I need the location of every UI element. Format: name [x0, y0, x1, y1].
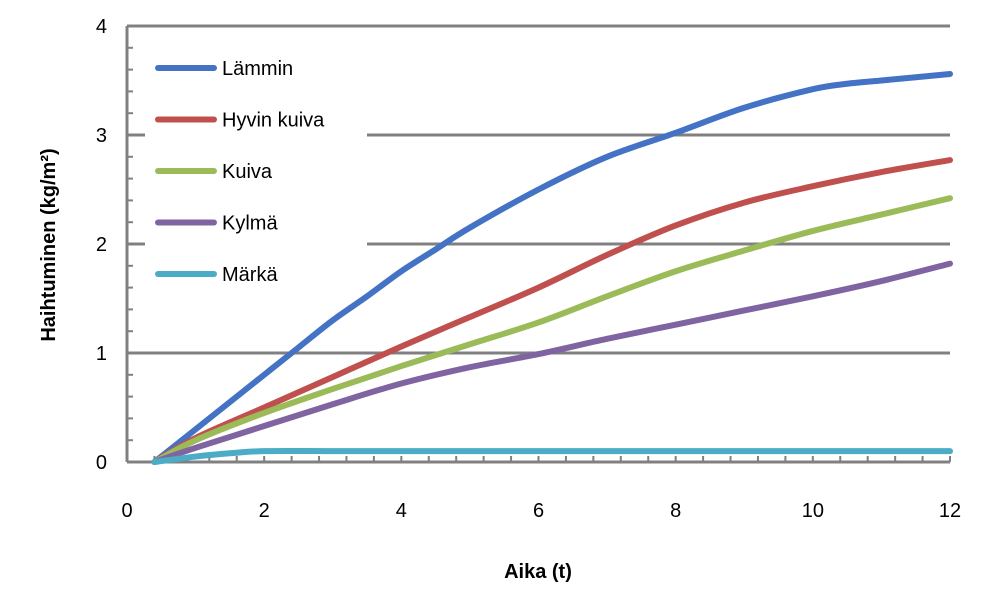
legend-label-4: Märkä	[222, 264, 278, 286]
series-line-0	[151, 70, 953, 465]
x-tick-label-5: 10	[802, 500, 824, 522]
x-tick-label-6: 12	[939, 500, 961, 522]
x-tick-label-4: 8	[670, 500, 681, 522]
series-line-4	[151, 447, 953, 465]
legend: Lämmin Hyvin kuiva Kuiva Kylmä Märkä	[145, 40, 367, 302]
x-tick-label-0: 0	[121, 500, 132, 522]
axes	[125, 25, 951, 464]
legend-label-2: Kuiva	[222, 161, 273, 183]
y-tick-label-1: 1	[96, 343, 107, 365]
x-tick-label-3: 6	[533, 500, 544, 522]
series-line-3	[151, 260, 953, 465]
legend-label-3: Kylmä	[222, 213, 278, 235]
y-tick-label-3: 3	[96, 125, 107, 147]
legend-label-1: Hyvin kuiva	[222, 110, 325, 132]
series-line-1	[151, 157, 953, 465]
y-tick-label-2: 2	[96, 234, 107, 256]
x-tick-label-2: 4	[396, 500, 407, 522]
x-axis-title: Aika (t)	[504, 561, 572, 583]
y-tick-label-4: 4	[96, 16, 107, 38]
x-tick-label-1: 2	[259, 500, 270, 522]
series-lines	[151, 70, 953, 465]
y-axis-title: Haihtuminen (kg/m²)	[38, 148, 60, 341]
y-tick-label-0: 0	[96, 452, 107, 474]
series-line-2	[151, 195, 953, 465]
legend-label-0: Lämmin	[222, 58, 293, 80]
